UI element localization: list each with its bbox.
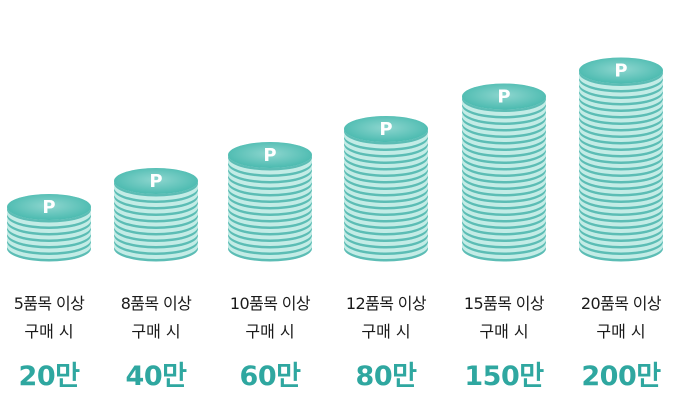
tier-15-items: P 15품목 이상 구매 시 150만: [449, 0, 559, 401]
coin-stack-icon: P: [344, 116, 428, 262]
coin-stack-icon: P: [579, 57, 663, 262]
tier-reward-amount: 40만: [125, 361, 187, 392]
top-coin-face: [579, 57, 663, 84]
point-p-icon: P: [614, 61, 627, 82]
tier-5-items: P 5품목 이상 구매 시 20만: [0, 0, 104, 401]
point-p-icon: P: [379, 119, 392, 140]
tier-condition: 10품목 이상: [229, 294, 311, 313]
top-coin-face: [7, 194, 91, 220]
tier-condition: 8품목 이상: [120, 294, 192, 313]
tier-20-items: P 20품목 이상 구매 시 200만: [566, 0, 676, 401]
tier-condition: 20품목 이상: [580, 294, 662, 313]
top-coin-face: [344, 116, 428, 142]
tier-10-items: P 10품목 이상 구매 시 60만: [215, 0, 325, 401]
tier-condition: 15품목 이상: [463, 294, 545, 313]
point-p-icon: P: [497, 87, 510, 108]
top-coin-face: [228, 142, 312, 168]
top-coin-face: [114, 168, 198, 194]
point-p-icon: P: [263, 145, 276, 166]
tier-condition: 5품목 이상: [13, 294, 85, 313]
tier-reward-amount: 80만: [355, 361, 417, 392]
point-p-icon: P: [149, 171, 162, 192]
coin-stack-icon: P: [7, 194, 91, 262]
tier-purchase-label: 구매 시: [131, 322, 181, 341]
tier-reward-amount: 60만: [239, 361, 301, 392]
tier-reward-amount: 150만: [464, 361, 544, 392]
top-coin-face: [462, 83, 546, 110]
tier-purchase-label: 구매 시: [245, 322, 295, 341]
tier-condition: 12품목 이상: [345, 294, 427, 313]
coin-stack-icon: P: [228, 142, 312, 262]
tier-purchase-label: 구매 시: [596, 322, 646, 341]
tier-reward-amount: 200만: [581, 361, 661, 392]
point-p-icon: P: [42, 197, 55, 218]
coin-stack-icon: P: [114, 168, 198, 262]
tier-purchase-label: 구매 시: [24, 322, 74, 341]
tier-8-items: P 8품목 이상 구매 시 40만: [101, 0, 211, 401]
tier-reward-amount: 20만: [18, 361, 80, 392]
coin-stack-icon: P: [462, 83, 546, 262]
tier-12-items: P 12품목 이상 구매 시 80만: [331, 0, 441, 401]
tier-purchase-label: 구매 시: [479, 322, 529, 341]
tier-purchase-label: 구매 시: [361, 322, 411, 341]
